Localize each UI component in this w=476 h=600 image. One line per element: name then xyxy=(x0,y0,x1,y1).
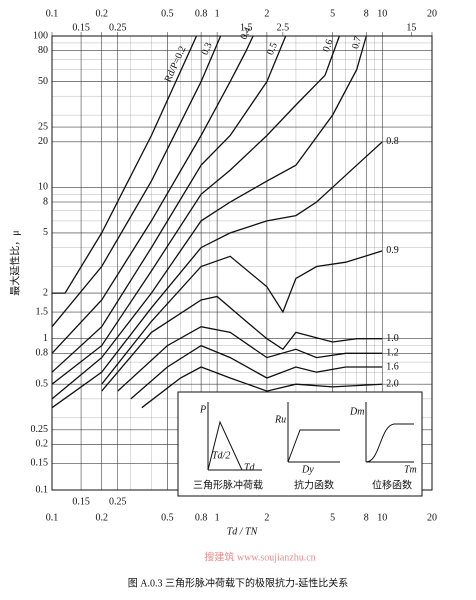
x-tick-label: 0.2 xyxy=(95,512,108,523)
x-tick-label: 2 xyxy=(264,512,269,523)
top-x-tick-label: 0.5 xyxy=(161,8,174,19)
curve xyxy=(101,250,383,385)
resistance-diagram xyxy=(287,402,340,463)
x-tick-label: 0.1 xyxy=(46,512,59,523)
y-tick-label: 80 xyxy=(38,45,48,56)
y-tick-label: 2 xyxy=(43,287,48,298)
y-tick-label: 10 xyxy=(38,182,48,193)
curve xyxy=(52,35,198,294)
y-tick-label: 20 xyxy=(38,136,48,147)
series-label: 1.2 xyxy=(386,348,399,359)
x-tick-label: 1 xyxy=(215,512,220,523)
x-axis-label: Td / TN xyxy=(227,526,259,537)
inset-label: Td/2 xyxy=(212,450,230,461)
top-x-tick-label: 0.25 xyxy=(109,22,127,33)
curve xyxy=(51,35,222,328)
inset: P Td/2 Td Ru Dy Dm Tm 三角形脉冲荷载 抗力函数 位移函数 xyxy=(177,391,423,497)
watermark: 搜建筑 www.soujianzhu.cn xyxy=(204,550,315,563)
y-tick-label: 1.5 xyxy=(36,306,49,317)
inset-label: Dy xyxy=(301,464,314,475)
y-tick-label: 0.15 xyxy=(31,458,49,469)
top-x-tick-label: 10 xyxy=(377,8,387,19)
x-tick-label: 0.15 xyxy=(72,496,90,507)
curve xyxy=(51,35,341,385)
y-tick-label: 0.2 xyxy=(36,439,49,450)
curve xyxy=(51,35,254,354)
x-tick-label: 0.5 xyxy=(161,512,174,523)
x-tick-label: 0.25 xyxy=(109,496,127,507)
displacement-diagram xyxy=(365,402,414,463)
figure-caption: 图 A.0.3 三角形脉冲荷载下的极限抗力-延性比关系 xyxy=(128,576,349,589)
y-axis-label: 最大延性比，μ xyxy=(8,230,21,295)
inset-caption: 抗力函数 xyxy=(294,478,334,491)
top-x-tick-label: 2.5 xyxy=(277,22,290,33)
series-label: 1.6 xyxy=(386,361,399,372)
inset-label: Td xyxy=(244,462,256,473)
curve xyxy=(130,344,383,400)
series-label: 0.9 xyxy=(386,245,399,256)
y-tick-label: 50 xyxy=(38,76,48,87)
series-label: 0.4 xyxy=(238,26,253,42)
inset-box xyxy=(177,391,423,497)
curve xyxy=(51,141,383,409)
top-x-tick-label: 5 xyxy=(330,8,335,19)
inset-caption: 三角形脉冲荷载 xyxy=(193,478,263,491)
x-tick-label: 20 xyxy=(427,512,437,523)
x-tick-label: 0.8 xyxy=(195,512,208,523)
top-x-tick-label: 8 xyxy=(364,8,369,19)
inset-caption: 位移函数 xyxy=(372,478,412,491)
y-tick-label: 1 xyxy=(43,333,48,344)
inset-label: Ru xyxy=(274,414,286,425)
series-label: 0.7 xyxy=(350,35,364,50)
series-label: 0.3 xyxy=(200,41,215,57)
top-x-tick-label: 0.15 xyxy=(72,22,90,33)
y-tick-label: 5 xyxy=(43,227,48,238)
inset-label: Dm xyxy=(349,406,364,417)
y-tick-label: 8 xyxy=(43,196,48,207)
series-label: 0.5 xyxy=(265,41,280,57)
y-tick-label: 0.1 xyxy=(36,484,49,495)
top-x-tick-label: 2 xyxy=(264,8,269,19)
top-x-tick-label: 1.5 xyxy=(240,22,253,33)
curve xyxy=(117,326,383,392)
series-label: 0.8 xyxy=(386,136,399,147)
curve xyxy=(101,295,383,392)
curves xyxy=(51,35,383,409)
series-label: 0.6 xyxy=(321,38,336,54)
top-x-tick-label: 0.8 xyxy=(195,8,208,19)
x-tick-label: 10 xyxy=(377,512,387,523)
top-x-tick-label: 1 xyxy=(215,8,220,19)
inset-label: Tm xyxy=(404,464,417,475)
x-tick-label: 8 xyxy=(364,512,369,523)
top-x-tick-label: 20 xyxy=(427,8,437,19)
x-tick-label: 5 xyxy=(330,512,335,523)
curve xyxy=(141,366,383,409)
y-tick-label: 0.5 xyxy=(36,379,49,390)
y-tick-label: 25 xyxy=(38,121,48,132)
top-x-tick-label: 0.2 xyxy=(95,8,108,19)
top-x-tick-label: 15 xyxy=(406,22,416,33)
load-diagram xyxy=(207,402,262,471)
curve xyxy=(51,35,287,373)
y-tick-label: 0.25 xyxy=(31,424,49,435)
top-x-tick-label: 0.1 xyxy=(46,8,59,19)
series-label: 2.0 xyxy=(386,379,399,390)
series-label: 1.0 xyxy=(386,333,399,344)
y-tick-label: 0.8 xyxy=(36,348,49,359)
y-tick-label: 100 xyxy=(33,30,48,41)
curve xyxy=(51,35,367,400)
inset-label: P xyxy=(199,404,206,415)
